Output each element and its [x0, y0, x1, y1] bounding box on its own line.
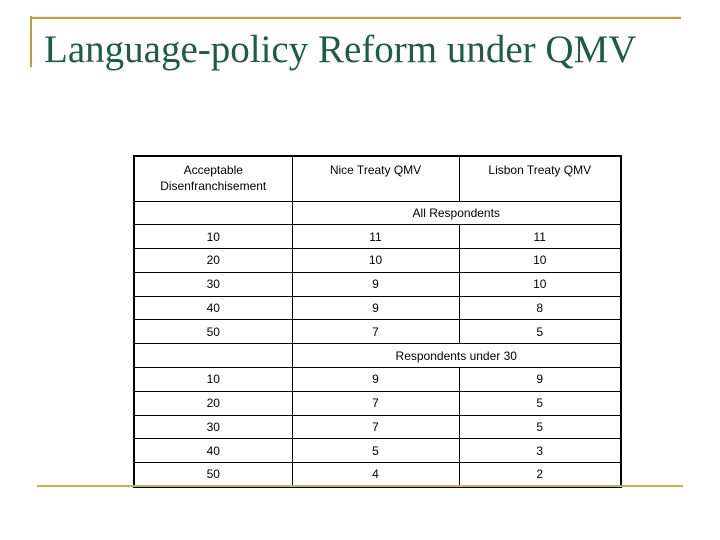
table-cell: 30	[133, 414, 293, 440]
table-row: 40 5 3	[133, 438, 622, 464]
section-row-all-respondents: All Respondents	[133, 200, 622, 226]
table-cell: 20	[133, 248, 293, 273]
table-cell: 4	[291, 462, 460, 488]
table-cell: 7	[291, 414, 460, 440]
table-cell: 9	[291, 367, 460, 392]
table-cell: 3	[458, 438, 622, 464]
qmv-data-table: Acceptable Disenfranchisement Nice Treat…	[133, 155, 622, 488]
table-row: 40 9 8	[133, 295, 622, 321]
table-cell: 5	[458, 319, 622, 345]
table-cell: 5	[291, 438, 460, 464]
section-row-respondents-under-30: Respondents under 30	[133, 343, 622, 369]
table-cell: 10	[458, 248, 622, 273]
table-cell: 8	[458, 295, 622, 321]
table-cell: 5	[458, 414, 622, 440]
table-header-row: Acceptable Disenfranchisement Nice Treat…	[133, 155, 622, 202]
column-header-lisbon-treaty-qmv: Lisbon Treaty QMV	[458, 155, 622, 202]
empty-cell	[133, 200, 293, 226]
table-row: 50 7 5	[133, 319, 622, 345]
table-cell: 10	[133, 224, 293, 250]
table-cell: 40	[133, 438, 293, 464]
top-accent-line	[31, 16, 681, 19]
column-header-acceptable-disenfranchisement: Acceptable Disenfranchisement	[133, 155, 293, 202]
table-cell: 7	[291, 319, 460, 345]
table-row: 10 9 9	[133, 367, 622, 392]
table-cell: 7	[291, 390, 460, 416]
table-cell: 9	[291, 271, 460, 297]
slide-title: Language-policy Reform under QMV	[44, 28, 637, 71]
table-row: 20 7 5	[133, 390, 622, 416]
table-cell: 2	[458, 462, 622, 488]
table-cell: 50	[133, 319, 293, 345]
table-row: 20 10 10	[133, 248, 622, 273]
table-cell: 10	[291, 248, 460, 273]
table-cell: 11	[458, 224, 622, 250]
table-cell: 10	[133, 367, 293, 392]
table-cell: 40	[133, 295, 293, 321]
table-cell: 9	[291, 295, 460, 321]
table-cell: 11	[291, 224, 460, 250]
bottom-accent-line	[37, 485, 683, 487]
left-accent-line	[30, 16, 32, 67]
table-cell: 30	[133, 271, 293, 297]
table-cell: 20	[133, 390, 293, 416]
table-row: 10 11 11	[133, 224, 622, 250]
table-row: 50 4 2	[133, 462, 622, 488]
table-cell: 50	[133, 462, 293, 488]
table-row: 30 9 10	[133, 271, 622, 297]
table-cell: 10	[458, 271, 622, 297]
section-label: All Respondents	[291, 200, 622, 226]
empty-cell	[133, 343, 293, 369]
table-row: 30 7 5	[133, 414, 622, 440]
table-cell: 5	[458, 390, 622, 416]
section-label: Respondents under 30	[291, 343, 622, 369]
column-header-nice-treaty-qmv: Nice Treaty QMV	[291, 155, 460, 202]
table-cell: 9	[458, 367, 622, 392]
